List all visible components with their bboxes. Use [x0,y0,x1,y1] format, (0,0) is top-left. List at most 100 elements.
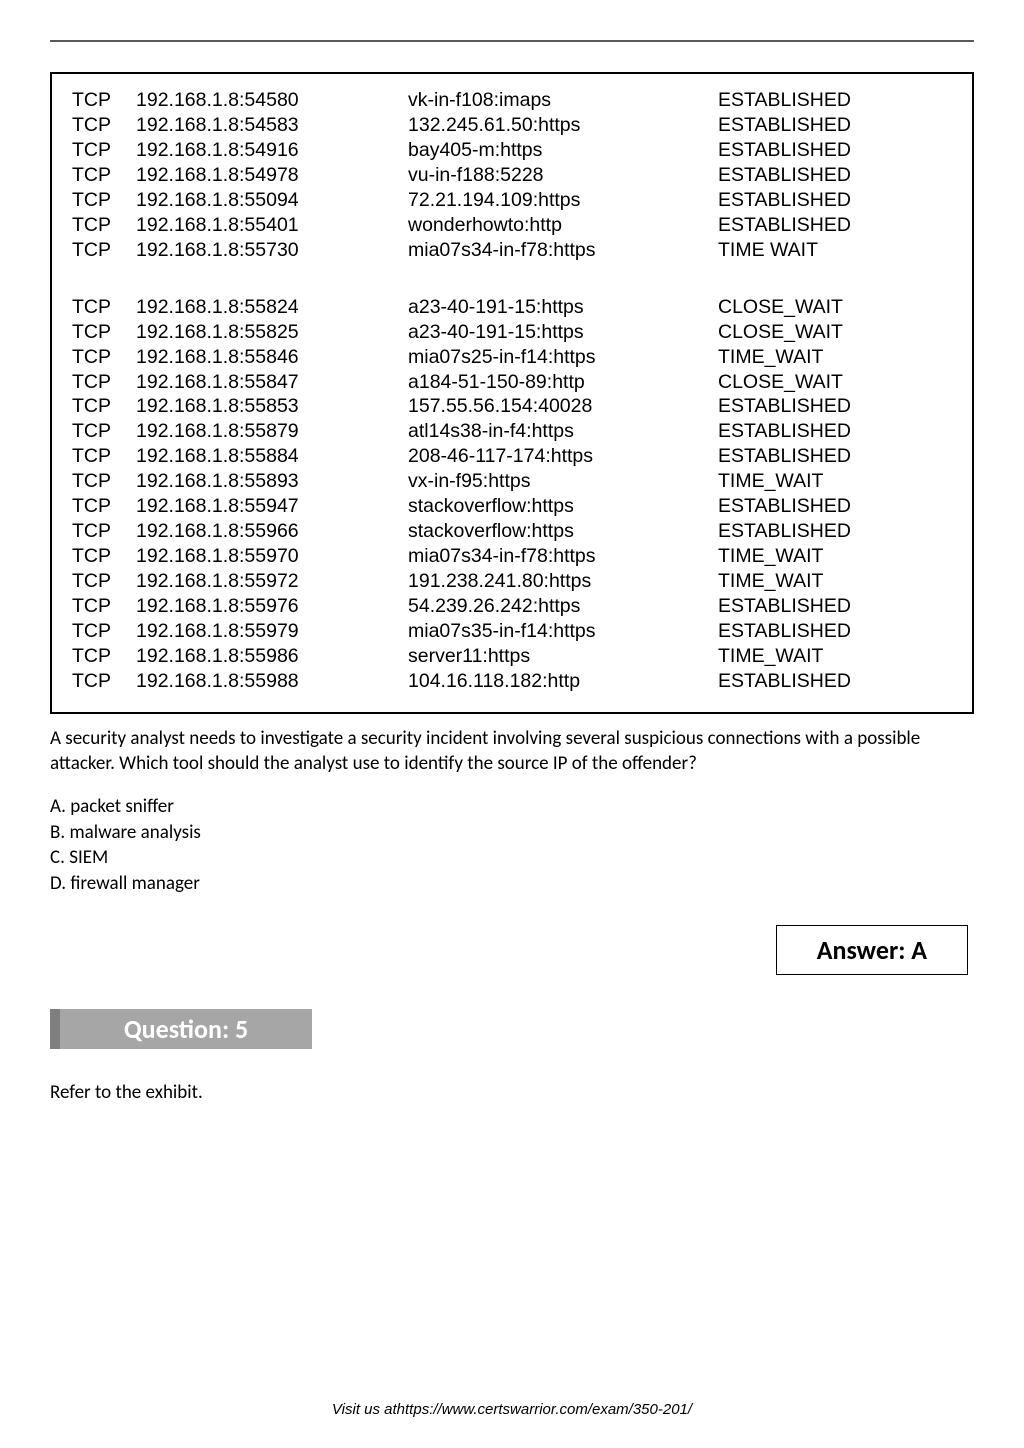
cell-state: TIME_WAIT [718,569,952,594]
option-a: A. packet sniffer [50,794,974,820]
cell-local: 192.168.1.8:55966 [136,519,408,544]
cell-remote: bay405-m:https [408,138,718,163]
table-row: TCP 192.168.1.8:55976 54.239.26.242:http… [72,594,952,619]
cell-remote: stackoverflow:https [408,494,718,519]
cell-proto: TCP [72,494,136,519]
table-row: TCP 192.168.1.8:55401 wonderhowto:http E… [72,213,952,238]
cell-local: 192.168.1.8:55824 [136,295,408,320]
cell-remote: 104.16.118.182:http [408,669,718,694]
question-banner: Question: 5 [50,1009,312,1049]
cell-local: 192.168.1.8:54978 [136,163,408,188]
cell-local: 192.168.1.8:55976 [136,594,408,619]
table-row: TCP 192.168.1.8:55879 atl14s38-in-f4:htt… [72,419,952,444]
cell-state: ESTABLISHED [718,113,952,138]
cell-state: ESTABLISHED [718,138,952,163]
table-row: TCP 192.168.1.8:55988 104.16.118.182:htt… [72,669,952,694]
cell-remote: 72.21.194.109:https [408,188,718,213]
cell-state: ESTABLISHED [718,494,952,519]
cell-local: 192.168.1.8:54583 [136,113,408,138]
cell-local: 192.168.1.8:55094 [136,188,408,213]
cell-remote: 191.238.241.80:https [408,569,718,594]
table-row: TCP 192.168.1.8:54580 vk-in-f108:imaps E… [72,88,952,113]
table-row: TCP 192.168.1.8:55825 a23-40-191-15:http… [72,320,952,345]
answer-options: A. packet sniffer B. malware analysis C.… [50,794,974,897]
cell-remote: vx-in-f95:https [408,469,718,494]
cell-proto: TCP [72,188,136,213]
cell-state: TIME_WAIT [718,644,952,669]
cell-proto: TCP [72,519,136,544]
cell-proto: TCP [72,113,136,138]
answer-box: Answer: A [776,925,968,975]
table-row: TCP 192.168.1.8:55986 server11:https TIM… [72,644,952,669]
table-row: TCP 192.168.1.8:54916 bay405-m:https EST… [72,138,952,163]
cell-remote: mia07s35-in-f14:https [408,619,718,644]
table-row: TCP 192.168.1.8:55846 mia07s25-in-f14:ht… [72,345,952,370]
cell-proto: TCP [72,238,136,263]
cell-local: 192.168.1.8:55970 [136,544,408,569]
cell-local: 192.168.1.8:55846 [136,345,408,370]
cell-proto: TCP [72,163,136,188]
table-row: TCP 192.168.1.8:55972 191.238.241.80:htt… [72,569,952,594]
table-row: TCP 192.168.1.8:55979 mia07s35-in-f14:ht… [72,619,952,644]
cell-proto: TCP [72,419,136,444]
cell-state: TIME_WAIT [718,544,952,569]
cell-proto: TCP [72,320,136,345]
cell-state: CLOSE_WAIT [718,320,952,345]
cell-local: 192.168.1.8:54916 [136,138,408,163]
table-row: TCP 192.168.1.8:55966 stackoverflow:http… [72,519,952,544]
option-d: D. firewall manager [50,871,974,897]
table-row: TCP 192.168.1.8:55884 208-46-117-174:htt… [72,444,952,469]
cell-state: TIME_WAIT [718,469,952,494]
cell-remote: mia07s34-in-f78:https [408,544,718,569]
cell-remote: stackoverflow:https [408,519,718,544]
cell-remote: 208-46-117-174:https [408,444,718,469]
table-row: TCP 192.168.1.8:55094 72.21.194.109:http… [72,188,952,213]
group-gap [72,263,952,295]
cell-remote: server11:https [408,644,718,669]
cell-state: ESTABLISHED [718,444,952,469]
option-b: B. malware analysis [50,820,974,846]
cell-local: 192.168.1.8:55988 [136,669,408,694]
banner-label: Question: 5 [60,1009,312,1049]
cell-proto: TCP [72,644,136,669]
table-row: TCP 192.168.1.8:55853 157.55.56.154:4002… [72,394,952,419]
cell-proto: TCP [72,394,136,419]
option-c-text: SIEM [69,846,108,869]
cell-state: ESTABLISHED [718,419,952,444]
refer-text: Refer to the exhibit. [50,1081,974,1104]
cell-state: ESTABLISHED [718,619,952,644]
cell-proto: TCP [72,444,136,469]
cell-local: 192.168.1.8:55884 [136,444,408,469]
cell-local: 192.168.1.8:54580 [136,88,408,113]
cell-remote: a23-40-191-15:https [408,295,718,320]
table-row: TCP 192.168.1.8:55730 mia07s34-in-f78:ht… [72,238,952,263]
cell-state: CLOSE_WAIT [718,295,952,320]
cell-local: 192.168.1.8:55401 [136,213,408,238]
option-d-text: firewall manager [70,872,200,895]
table-row: TCP 192.168.1.8:54583 132.245.61.50:http… [72,113,952,138]
cell-proto: TCP [72,619,136,644]
cell-proto: TCP [72,295,136,320]
cell-local: 192.168.1.8:55879 [136,419,408,444]
cell-remote: vk-in-f108:imaps [408,88,718,113]
cell-state: ESTABLISHED [718,669,952,694]
cell-proto: TCP [72,370,136,395]
cell-local: 192.168.1.8:55825 [136,320,408,345]
option-c: C. SIEM [50,845,974,871]
netstat-output: TCP 192.168.1.8:54580 vk-in-f108:imaps E… [50,72,974,714]
cell-remote: 157.55.56.154:40028 [408,394,718,419]
cell-local: 192.168.1.8:55893 [136,469,408,494]
cell-proto: TCP [72,138,136,163]
cell-local: 192.168.1.8:55847 [136,370,408,395]
table-row: TCP 192.168.1.8:55847 a184-51-150-89:htt… [72,370,952,395]
cell-state: ESTABLISHED [718,394,952,419]
cell-remote: a23-40-191-15:https [408,320,718,345]
page: TCP 192.168.1.8:54580 vk-in-f108:imaps E… [0,0,1024,1448]
cell-proto: TCP [72,669,136,694]
cell-local: 192.168.1.8:55853 [136,394,408,419]
question-text: A security analyst needs to investigate … [50,726,974,776]
cell-state: ESTABLISHED [718,163,952,188]
cell-proto: TCP [72,544,136,569]
cell-remote: 132.245.61.50:https [408,113,718,138]
cell-proto: TCP [72,213,136,238]
